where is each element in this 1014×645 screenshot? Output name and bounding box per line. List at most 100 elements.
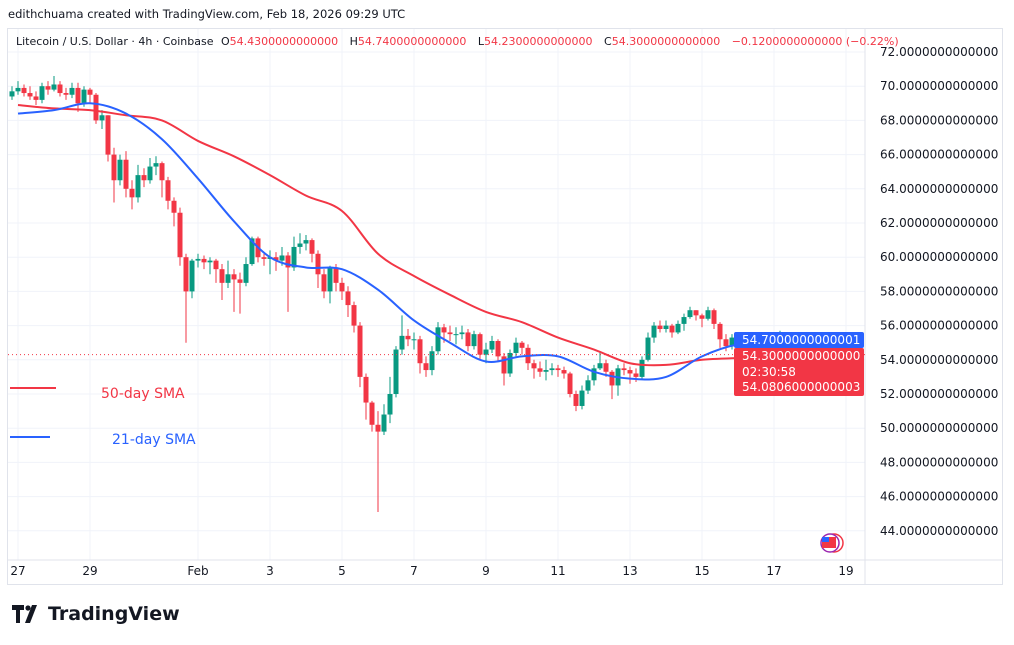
- candle-up: [489, 340, 495, 350]
- candle-up: [597, 363, 603, 369]
- candle-down: [441, 327, 447, 333]
- y-tick-label: 48.0000000000000: [880, 455, 998, 469]
- candle-up: [507, 352, 513, 374]
- y-tick-label: 58.0000000000000: [880, 284, 998, 298]
- candle-up: [291, 246, 297, 268]
- candle-down: [177, 212, 183, 258]
- change-value: −0.1200000000000 (−0.22%): [731, 35, 899, 48]
- candle-down: [21, 87, 27, 94]
- candle-down: [261, 257, 267, 259]
- candle-down: [567, 373, 573, 394]
- candle-down: [333, 267, 339, 283]
- y-tick-label: 62.0000000000000: [880, 216, 998, 230]
- y-tick-label: 70.0000000000000: [880, 79, 998, 93]
- tradingview-logo-icon: [12, 605, 37, 623]
- candle-up: [99, 115, 105, 121]
- candle-up: [663, 325, 669, 330]
- candle-up: [471, 334, 477, 347]
- candle-up: [81, 89, 87, 104]
- candle-up: [381, 414, 387, 432]
- y-tick-label: 54.0000000000000: [880, 353, 998, 367]
- tradingview-logo[interactable]: TradingView: [12, 603, 180, 625]
- economic-events-flag-icon[interactable]: [820, 533, 844, 553]
- bar-countdown: 02:30:58: [742, 364, 796, 379]
- candle-down: [273, 257, 279, 261]
- candle-down: [573, 394, 579, 406]
- brand-name: TradingView: [48, 603, 180, 625]
- candle-up: [207, 260, 213, 263]
- y-tick-label: 56.0000000000000: [880, 319, 998, 333]
- x-tick-label: Feb: [187, 564, 208, 578]
- candle-up: [387, 394, 393, 415]
- candle-down: [447, 332, 453, 335]
- candle-up: [147, 166, 153, 181]
- symbol-info[interactable]: Litecoin / U.S. Dollar · 4h · Coinbase: [16, 35, 214, 48]
- candle-down: [519, 342, 525, 348]
- candle-up: [225, 274, 231, 283]
- candle-down: [141, 175, 147, 181]
- candle-down: [369, 402, 375, 425]
- candle-down: [405, 335, 411, 340]
- candle-up: [135, 175, 141, 198]
- candle-up: [39, 86, 45, 100]
- candle-down: [129, 188, 135, 198]
- candle-down: [699, 315, 705, 319]
- y-tick-label: 50.0000000000000: [880, 421, 998, 435]
- candle-down: [723, 339, 729, 347]
- high-value: 54.7400000000000: [357, 35, 467, 48]
- sma50-price: 54.0806000000003: [742, 380, 861, 394]
- last-price: 54.3000000000000: [742, 349, 861, 363]
- candle-down: [45, 86, 51, 90]
- candle-down: [159, 163, 165, 181]
- candle-down: [375, 424, 381, 432]
- candle-down: [501, 356, 507, 374]
- sma50-line: [17, 104, 823, 367]
- candle-up: [189, 260, 195, 292]
- candle-down: [75, 87, 81, 104]
- candle-down: [669, 325, 675, 333]
- candle-down: [561, 370, 567, 374]
- candle-up: [513, 342, 519, 353]
- x-tick-label: 7: [410, 564, 418, 578]
- candle-up: [675, 323, 681, 333]
- chart-credit: edithchuama created with TradingView.com…: [8, 7, 406, 21]
- candle-up: [453, 334, 459, 336]
- candle-up: [591, 368, 597, 381]
- candle-down: [63, 93, 69, 95]
- candle-down: [495, 340, 501, 357]
- open-value: 54.4300000000000: [229, 35, 339, 48]
- candle-down: [309, 240, 315, 254]
- candle-down: [213, 260, 219, 270]
- candle-down: [165, 180, 171, 201]
- candle-down: [609, 371, 615, 386]
- candle-down: [717, 323, 723, 340]
- y-tick-label: 46.0000000000000: [880, 490, 998, 504]
- candle-up: [729, 337, 735, 347]
- y-tick-label: 66.0000000000000: [880, 148, 998, 162]
- candle-up: [9, 91, 15, 97]
- x-tick-label: 17: [766, 564, 781, 578]
- open-label: O: [220, 35, 230, 48]
- high-label: H: [349, 35, 358, 48]
- candle-down: [339, 282, 345, 292]
- candle-down: [33, 96, 39, 100]
- candle-up: [69, 87, 75, 95]
- x-tick-label: 27: [10, 564, 25, 578]
- candle-down: [363, 376, 369, 403]
- x-tick-label: 9: [482, 564, 490, 578]
- candle-down: [657, 325, 663, 330]
- x-tick-label: 5: [338, 564, 346, 578]
- candle-up: [645, 337, 651, 360]
- y-tick-label: 44.0000000000000: [880, 524, 998, 538]
- candle-up: [687, 310, 693, 318]
- close-label: C: [604, 35, 612, 48]
- low-value: 54.2300000000000: [484, 35, 593, 48]
- candle-down: [465, 332, 471, 347]
- candle-down: [285, 255, 291, 268]
- y-tick-label: 60.0000000000000: [880, 250, 998, 264]
- candle-up: [15, 87, 21, 92]
- candle-down: [171, 200, 177, 213]
- candle-up: [429, 351, 435, 371]
- candle-down: [321, 274, 327, 292]
